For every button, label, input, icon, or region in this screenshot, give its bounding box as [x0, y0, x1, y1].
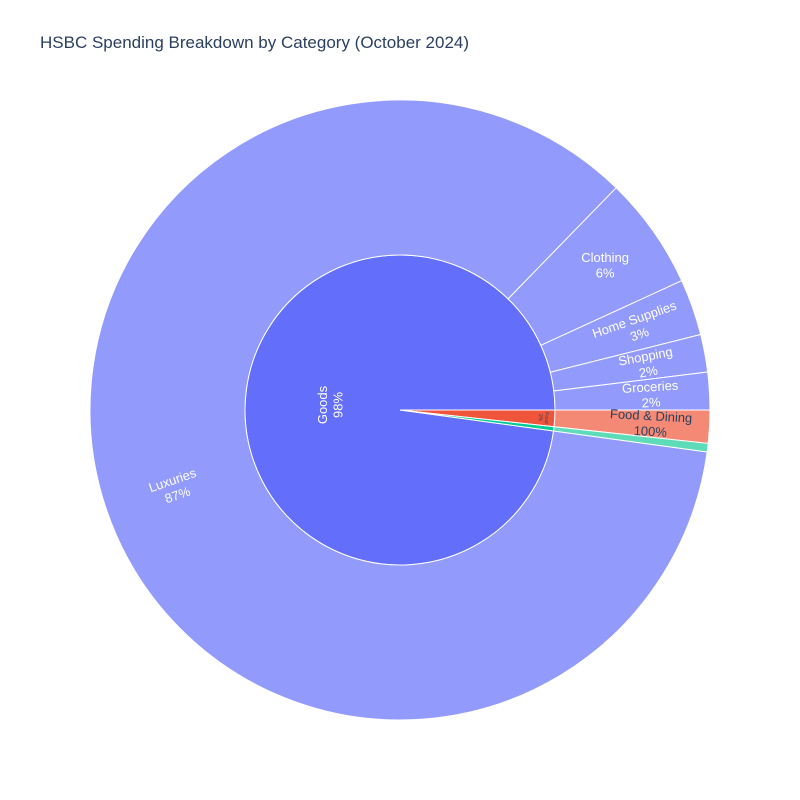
chart-title: HSBC Spending Breakdown by Category (Oct…: [40, 33, 470, 52]
label-clothing: Clothing 6%: [581, 250, 629, 281]
outer-slice-luxuries[interactable]: [89, 99, 708, 721]
label-food: Food2%: [537, 412, 550, 424]
label-groceries: Groceries2%: [622, 378, 681, 412]
label-food-dining: Food & Dining100%: [609, 406, 693, 441]
outer-slice-other-6[interactable]: [553, 426, 709, 453]
label-goods: Goods98%: [315, 385, 346, 424]
